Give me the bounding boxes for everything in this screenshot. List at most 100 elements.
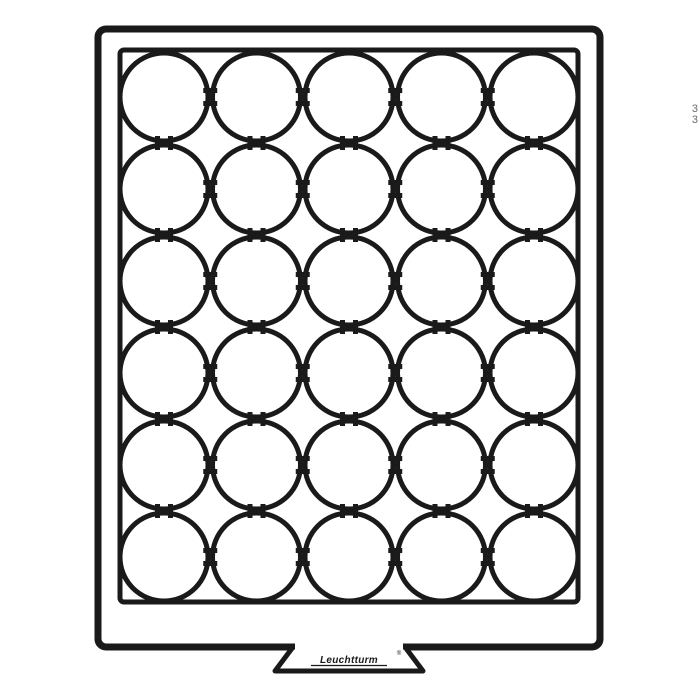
connector-seg	[388, 548, 402, 553]
coin-slot	[490, 329, 578, 417]
connector-seg	[203, 272, 217, 277]
connector-seg	[433, 320, 438, 334]
plinth-join-mask	[295, 643, 403, 652]
coin-slot	[490, 237, 578, 325]
connector-seg	[481, 548, 495, 553]
connector-seg	[296, 377, 310, 382]
coin-slot	[305, 329, 393, 417]
coin-slot	[305, 421, 393, 509]
coin-slot	[213, 329, 301, 417]
connector-seg	[296, 469, 310, 474]
coin-slot	[490, 145, 578, 233]
connector-seg	[353, 412, 358, 426]
connector-seg	[525, 504, 530, 518]
connector-seg	[168, 228, 173, 242]
connector-seg	[388, 364, 402, 369]
coin-slot	[398, 145, 486, 233]
side-note-line-2: 3	[692, 115, 698, 126]
connector-seg	[155, 504, 160, 518]
connector-seg	[388, 377, 402, 382]
connector-seg	[388, 193, 402, 198]
connector-seg	[481, 193, 495, 198]
coin-slot	[120, 145, 208, 233]
connector-seg	[248, 504, 253, 518]
coin-slot	[398, 53, 486, 141]
coin-slot	[398, 237, 486, 325]
connector-seg	[433, 504, 438, 518]
coin-slot	[120, 53, 208, 141]
connector-seg	[203, 561, 217, 566]
connector-seg	[155, 412, 160, 426]
connector-seg	[248, 320, 253, 334]
connector-seg	[481, 469, 495, 474]
connector-seg	[481, 285, 495, 290]
connector-seg	[481, 88, 495, 93]
coin-slot	[305, 53, 393, 141]
connector-seg	[538, 320, 543, 334]
connector-seg	[388, 285, 402, 290]
connector-seg	[388, 561, 402, 566]
connector-seg	[261, 504, 266, 518]
connector-seg	[203, 469, 217, 474]
coin-slot	[398, 329, 486, 417]
connector-seg	[525, 136, 530, 150]
connector-seg	[261, 136, 266, 150]
connector-seg	[481, 101, 495, 106]
connector-seg	[446, 320, 451, 334]
connector-seg	[388, 180, 402, 185]
connector-seg	[388, 101, 402, 106]
connector-seg	[261, 228, 266, 242]
brand-label: Leuchtturm	[320, 655, 378, 666]
connector-seg	[248, 136, 253, 150]
connector-seg	[340, 320, 345, 334]
connector-seg	[481, 561, 495, 566]
connector-seg	[525, 228, 530, 242]
coin-slot	[213, 237, 301, 325]
connector-seg	[203, 193, 217, 198]
connector-seg	[388, 88, 402, 93]
connector-seg	[481, 364, 495, 369]
trademark-icon: ®	[397, 650, 402, 657]
figure-stage: Leuchtturm® 3 3	[0, 0, 700, 700]
connector-seg	[168, 320, 173, 334]
connector-seg	[296, 193, 310, 198]
coin-slot	[120, 329, 208, 417]
connector-seg	[353, 228, 358, 242]
connector-seg	[296, 88, 310, 93]
connector-seg	[388, 456, 402, 461]
connector-seg	[340, 412, 345, 426]
coin-slot	[213, 513, 301, 601]
connector-seg	[203, 180, 217, 185]
coin-slot	[305, 237, 393, 325]
coin-slot	[120, 237, 208, 325]
coin-slot	[490, 513, 578, 601]
connector-seg	[203, 101, 217, 106]
connector-seg	[538, 228, 543, 242]
connector-seg	[155, 136, 160, 150]
coin-slot	[120, 421, 208, 509]
connector-seg	[203, 285, 217, 290]
connector-seg	[433, 136, 438, 150]
connector-seg	[340, 228, 345, 242]
connector-seg	[340, 136, 345, 150]
connector-seg	[340, 504, 345, 518]
connector-seg	[168, 412, 173, 426]
coin-slot	[305, 145, 393, 233]
coin-slot	[213, 421, 301, 509]
connector-seg	[296, 561, 310, 566]
coin-slot	[120, 513, 208, 601]
connector-seg	[168, 136, 173, 150]
coin-slot	[213, 53, 301, 141]
connector-seg	[203, 548, 217, 553]
connector-seg	[296, 180, 310, 185]
connector-seg	[296, 456, 310, 461]
connector-seg	[388, 469, 402, 474]
connector-seg	[296, 364, 310, 369]
connector-seg	[446, 412, 451, 426]
connector-seg	[296, 272, 310, 277]
connector-seg	[433, 228, 438, 242]
coin-slot	[213, 145, 301, 233]
coin-slot	[305, 513, 393, 601]
connector-seg	[538, 136, 543, 150]
tray-diagram: Leuchtturm ®	[0, 0, 700, 700]
